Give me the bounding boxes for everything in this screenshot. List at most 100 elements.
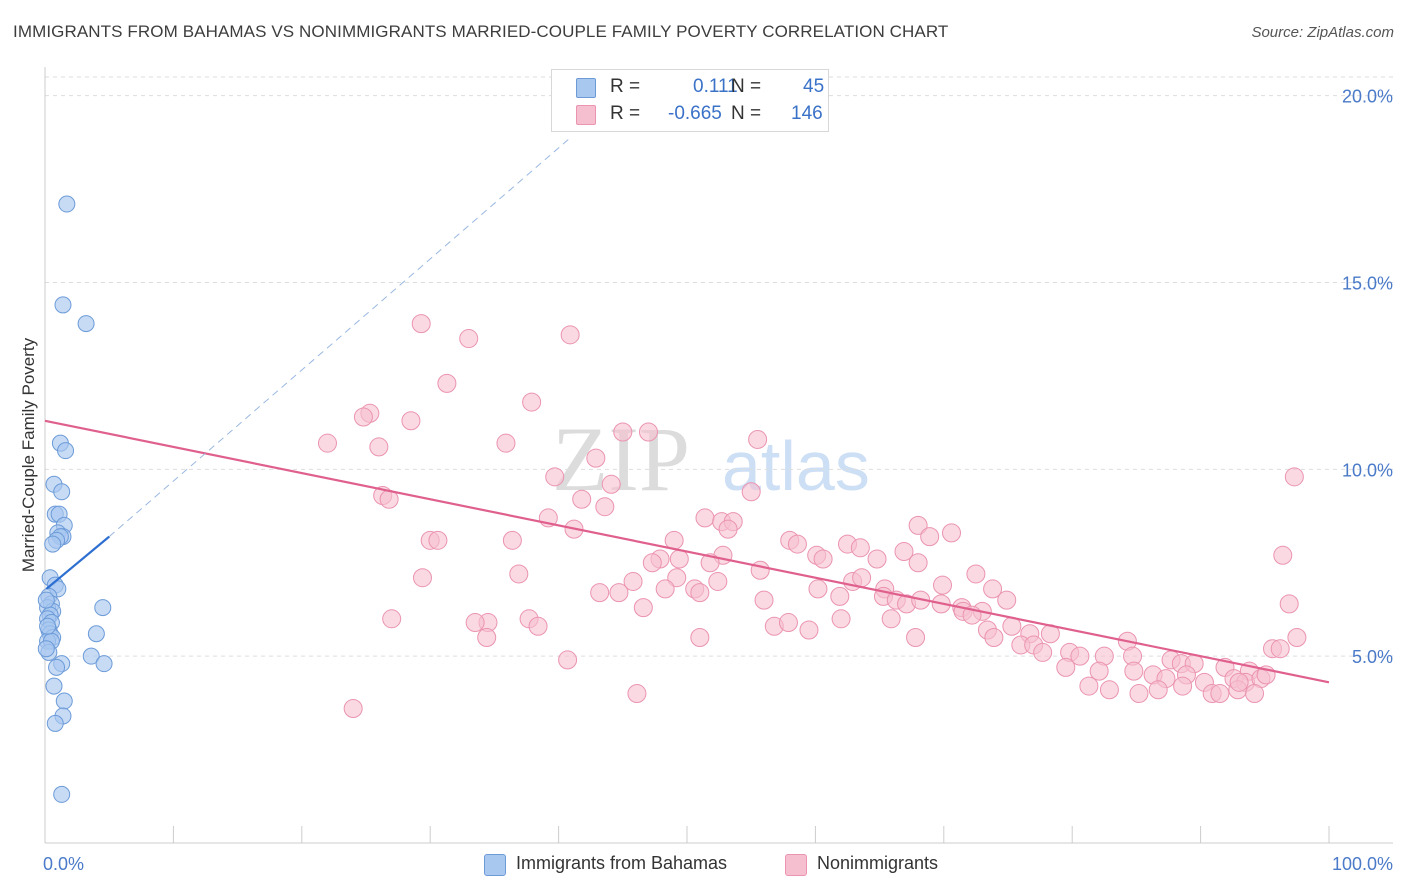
nonimmigrants-point [799, 620, 819, 640]
nonimmigrants-point [590, 583, 610, 603]
bahamas-point [82, 647, 100, 665]
bahamas-point [87, 625, 105, 643]
nonimmigrants-point [867, 549, 887, 569]
bahamas-point [46, 714, 64, 732]
chart-title: IMMIGRANTS FROM BAHAMAS VS NONIMMIGRANTS… [13, 22, 949, 41]
legend-swatch-bahamas [576, 78, 596, 98]
trend-lines [44, 136, 1330, 684]
nonimmigrants-point [613, 422, 633, 442]
nonimmigrants-point [477, 627, 497, 647]
nonimmigrants-point [1279, 594, 1299, 614]
nonimmigrants-point [411, 314, 431, 334]
legend-swatch-nonimmigrants [576, 105, 596, 125]
nonimmigrants-point [353, 407, 373, 427]
bahamas-point [53, 785, 71, 803]
nonimmigrants-point [1148, 680, 1168, 700]
nonimmigrants-point [1287, 627, 1307, 647]
nonimmigrants-trend-line [44, 419, 1330, 684]
nonimmigrants-point [522, 392, 542, 412]
legend-r-value-bahamas: 0.111 [693, 76, 738, 97]
source-label: Source: ZipAtlas.com [1251, 24, 1394, 41]
nonimmigrants-point [401, 411, 421, 431]
nonimmigrants-point [741, 482, 761, 502]
nonimmigrants-point [1089, 661, 1109, 681]
nonimmigrants-point [908, 515, 928, 535]
nonimmigrants-point [894, 542, 914, 562]
nonimmigrants-point [633, 598, 653, 618]
nonimmigrants-point [850, 538, 870, 558]
bahamas-point [39, 617, 57, 635]
nonimmigrants-point [627, 684, 647, 704]
bahamas-point [95, 655, 113, 673]
axes [44, 67, 1393, 844]
bahamas-trend-extension [108, 136, 572, 537]
nonimmigrants-point [690, 627, 710, 647]
y-axis-label: Married-Couple Family Poverty [19, 337, 38, 572]
bahamas-points [37, 195, 113, 803]
bahamas-trend-line [45, 535, 110, 590]
bahamas-point [54, 296, 72, 314]
nonimmigrants-point [502, 530, 522, 550]
nonimmigrants-point [778, 613, 798, 633]
nonimmigrants-point [459, 329, 479, 349]
nonimmigrants-point [667, 568, 687, 588]
bahamas-point [58, 195, 76, 213]
nonimmigrants-point [1245, 684, 1265, 704]
nonimmigrants-point [545, 467, 565, 487]
nonimmigrants-point [343, 698, 363, 718]
series-swatch-bahamas [484, 854, 506, 876]
nonimmigrants-points [317, 314, 1307, 718]
gridlines [45, 76, 1393, 657]
nonimmigrants-point [412, 568, 432, 588]
bahamas-point [53, 483, 71, 501]
legend-r-label: R = [610, 103, 641, 124]
nonimmigrants-point [942, 523, 962, 543]
nonimmigrants-point [317, 433, 337, 453]
x-tick-label: 100.0% [1332, 854, 1393, 874]
nonimmigrants-point [428, 530, 448, 550]
nonimmigrants-point [881, 609, 901, 629]
nonimmigrants-point [528, 616, 548, 636]
nonimmigrants-point [1229, 672, 1249, 692]
nonimmigrants-point [690, 583, 710, 603]
nonimmigrants-point [1284, 467, 1304, 487]
nonimmigrants-point [1099, 680, 1119, 700]
nonimmigrants-point [830, 586, 850, 606]
nonimmigrants-point [787, 534, 807, 554]
nonimmigrants-point [655, 579, 675, 599]
nonimmigrants-point [984, 627, 1004, 647]
nonimmigrants-point [1210, 684, 1230, 704]
series-label-nonimmigrants: Nonimmigrants [817, 853, 939, 873]
nonimmigrants-point [852, 568, 872, 588]
nonimmigrants-point [718, 519, 738, 539]
nonimmigrants-point [609, 583, 629, 603]
legend-r-label: R = [610, 76, 641, 97]
bahamas-point [94, 599, 112, 617]
nonimmigrants-point [369, 437, 389, 457]
bahamas-point [37, 591, 55, 609]
y-tick-label: 20.0% [1342, 87, 1393, 107]
y-tick-labels: 5.0% 10.0% 15.0% 20.0% [1342, 87, 1393, 667]
nonimmigrants-point [708, 571, 728, 591]
correlation-legend: R = 0.111 N = 45 R = -0.665 N = 146 [551, 69, 829, 132]
nonimmigrants-point [813, 549, 833, 569]
nonimmigrants-point [908, 553, 928, 573]
nonimmigrants-point [920, 527, 940, 547]
nonimmigrants-point [595, 497, 615, 517]
nonimmigrants-point [750, 560, 770, 580]
x-tick-labels: 0.0% 100.0% [43, 854, 1393, 874]
nonimmigrants-point [496, 433, 516, 453]
nonimmigrants-point [601, 474, 621, 494]
nonimmigrants-point [997, 590, 1017, 610]
legend-n-label: N = [731, 103, 762, 124]
y-tick-label: 15.0% [1342, 274, 1393, 294]
legend-n-value-bahamas: 45 [803, 76, 825, 97]
nonimmigrants-point [1124, 661, 1144, 681]
nonimmigrants-point [437, 373, 457, 393]
nonimmigrants-point [808, 579, 828, 599]
nonimmigrants-point [509, 564, 529, 584]
nonimmigrants-point [1273, 545, 1293, 565]
nonimmigrants-point [1173, 676, 1193, 696]
nonimmigrants-point [831, 609, 851, 629]
